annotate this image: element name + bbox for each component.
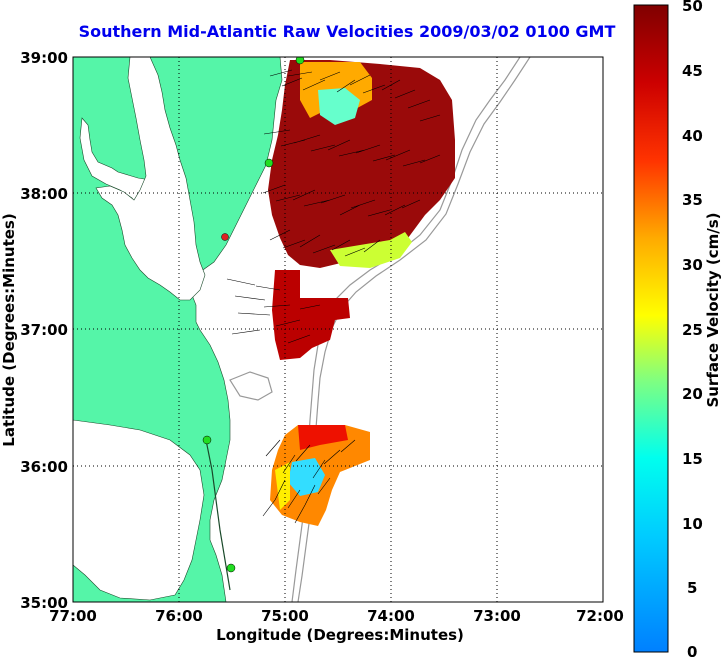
colorbar-tick-label: 25 — [682, 321, 703, 339]
x-tick-label: 77:00 — [49, 607, 97, 625]
southern-cell-cyan — [288, 458, 325, 496]
station-marker — [202, 435, 212, 445]
colorbar-tick-label: 30 — [682, 256, 703, 274]
y-tick-label: 38:00 — [20, 185, 68, 203]
plot-frame — [72, 56, 604, 603]
station-markers — [202, 57, 305, 573]
barrier-islands — [205, 439, 231, 591]
x-tick-labels: 77:00 76:00 75:00 74:00 73:00 72:00 — [49, 607, 624, 625]
mouth-velocity-cell — [272, 270, 350, 360]
colorbar-tick-label: 5 — [687, 579, 697, 597]
colorbar-tick-label: 40 — [682, 127, 703, 145]
colorbar-tick-labels: 50 45 40 35 30 25 20 15 10 5 0 — [682, 0, 703, 659]
colorbar-tick-label: 50 — [682, 0, 703, 15]
station-marker — [295, 57, 305, 65]
y-tick-label: 39:00 — [20, 49, 68, 67]
y-tick-labels: 39:00 38:00 37:00 36:00 35:00 — [20, 49, 68, 612]
y-tick-label: 36:00 — [20, 458, 68, 476]
map-title: Southern Mid-Atlantic Raw Velocities 200… — [78, 22, 616, 41]
y-tick-label: 35:00 — [20, 594, 68, 612]
southern-cell-red — [298, 425, 348, 450]
station-marker — [226, 563, 236, 573]
x-tick-label: 76:00 — [155, 607, 203, 625]
pamlico-sound — [73, 419, 205, 601]
colorbar-tick-label: 0 — [687, 643, 697, 659]
y-tick-label: 37:00 — [20, 321, 68, 339]
velocity-arrows — [226, 69, 441, 524]
y-axis-label: Latitude (Degrees:Minutes) — [0, 213, 18, 446]
colorbar-tick-label: 20 — [682, 385, 703, 403]
colorbar-tick-label: 35 — [682, 191, 703, 209]
x-tick-label: 74:00 — [367, 607, 415, 625]
x-tick-label: 73:00 — [473, 607, 521, 625]
northern-fringe-cyan — [318, 88, 360, 125]
station-marker — [221, 233, 229, 241]
colorbar-tick-label: 45 — [682, 62, 703, 80]
colorbar-label: Surface Velocity (cm/s) — [704, 212, 722, 407]
station-marker — [264, 158, 274, 168]
colorbar — [633, 4, 669, 653]
x-tick-label: 75:00 — [261, 607, 309, 625]
chesapeake-bay — [95, 57, 206, 301]
x-tick-label: 72:00 — [576, 607, 624, 625]
southern-cell-yellow — [275, 462, 290, 510]
grid-lines — [73, 57, 603, 602]
x-axis-label: Longitude (Degrees:Minutes) — [216, 626, 464, 644]
colorbar-tick-label: 10 — [682, 515, 703, 533]
colorbar-tick-label: 15 — [682, 450, 703, 468]
